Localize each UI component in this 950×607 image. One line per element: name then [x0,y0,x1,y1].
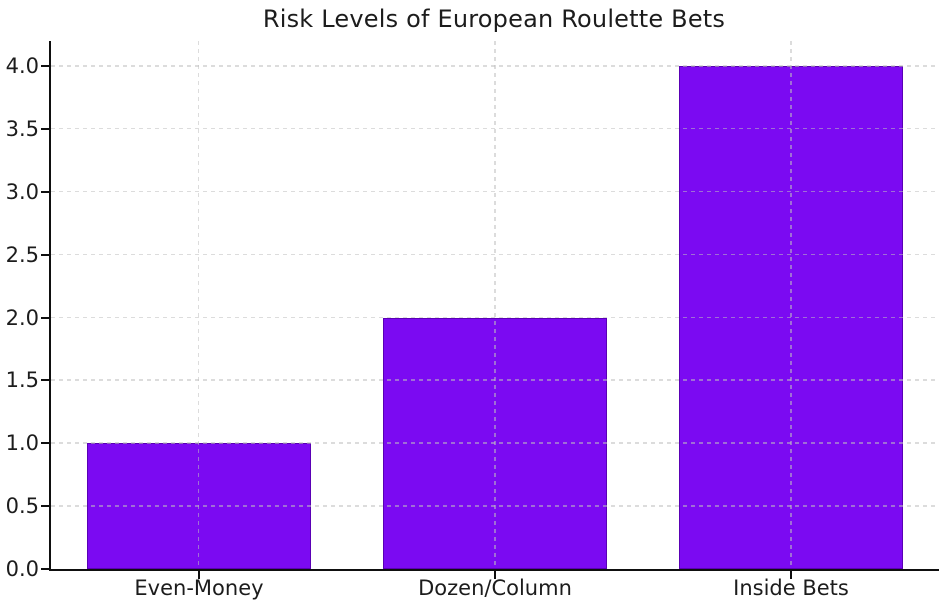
x-tick-label: Inside Bets [733,576,849,600]
y-tick-label: 2.5 [5,242,39,267]
y-tick-label: 1.0 [5,431,39,456]
plot-area: 0.0 0.5 1.0 1.5 2.0 2.5 3.0 3.5 4.0 Even-Money Doz… [6,41,939,600]
x-tick [790,571,792,579]
x-grid-line [494,41,496,569]
y-tick-label: 4.0 [5,54,39,79]
y-tick [41,65,49,68]
y-tick [41,505,49,508]
y-tick [41,127,49,130]
chart-title: Risk Levels of European Roulette Bets [262,5,726,33]
x-grid-line [197,41,200,569]
y-tick-label: 0.0 [5,557,39,581]
y-tick [41,379,49,382]
y-tick [41,316,49,319]
x-tick-label: Even-Money [134,576,264,600]
y-tick-label: 3.0 [5,179,39,204]
x-tick [197,571,200,579]
y-tick [41,568,49,570]
y-tick-label: 3.5 [5,117,39,141]
y-tick-label: 1.5 [5,368,39,393]
y-tick [41,253,49,256]
y-tick [41,190,49,193]
y-tick-label: 0.5 [5,494,39,519]
x-tick-label: Dozen/Column [418,576,572,600]
x-tick [494,571,496,579]
x-grid-line [790,41,792,569]
y-tick-label: 2.0 [5,305,39,330]
y-tick [41,442,49,445]
